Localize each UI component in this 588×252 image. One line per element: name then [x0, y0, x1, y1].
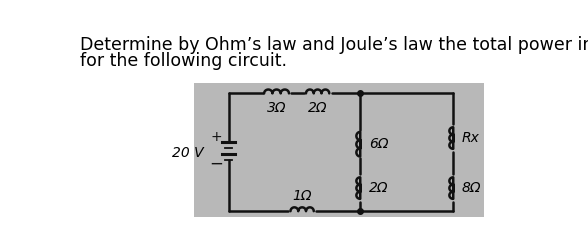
Text: 1Ω: 1Ω: [292, 190, 312, 203]
Text: +: +: [211, 130, 222, 144]
Text: for the following circuit.: for the following circuit.: [80, 52, 287, 70]
Text: −: −: [209, 154, 223, 172]
Text: 8Ω: 8Ω: [462, 181, 481, 195]
Bar: [193, 83, 485, 217]
Text: 2Ω: 2Ω: [308, 101, 328, 115]
Text: Rx: Rx: [462, 131, 480, 145]
Text: 6Ω: 6Ω: [369, 137, 388, 151]
Text: 3Ω: 3Ω: [267, 101, 286, 115]
Text: 2Ω: 2Ω: [369, 181, 388, 195]
Text: Determine by Ohm’s law and Joule’s law the total power in Rx: Determine by Ohm’s law and Joule’s law t…: [80, 36, 588, 54]
Text: 20 V: 20 V: [172, 146, 203, 160]
